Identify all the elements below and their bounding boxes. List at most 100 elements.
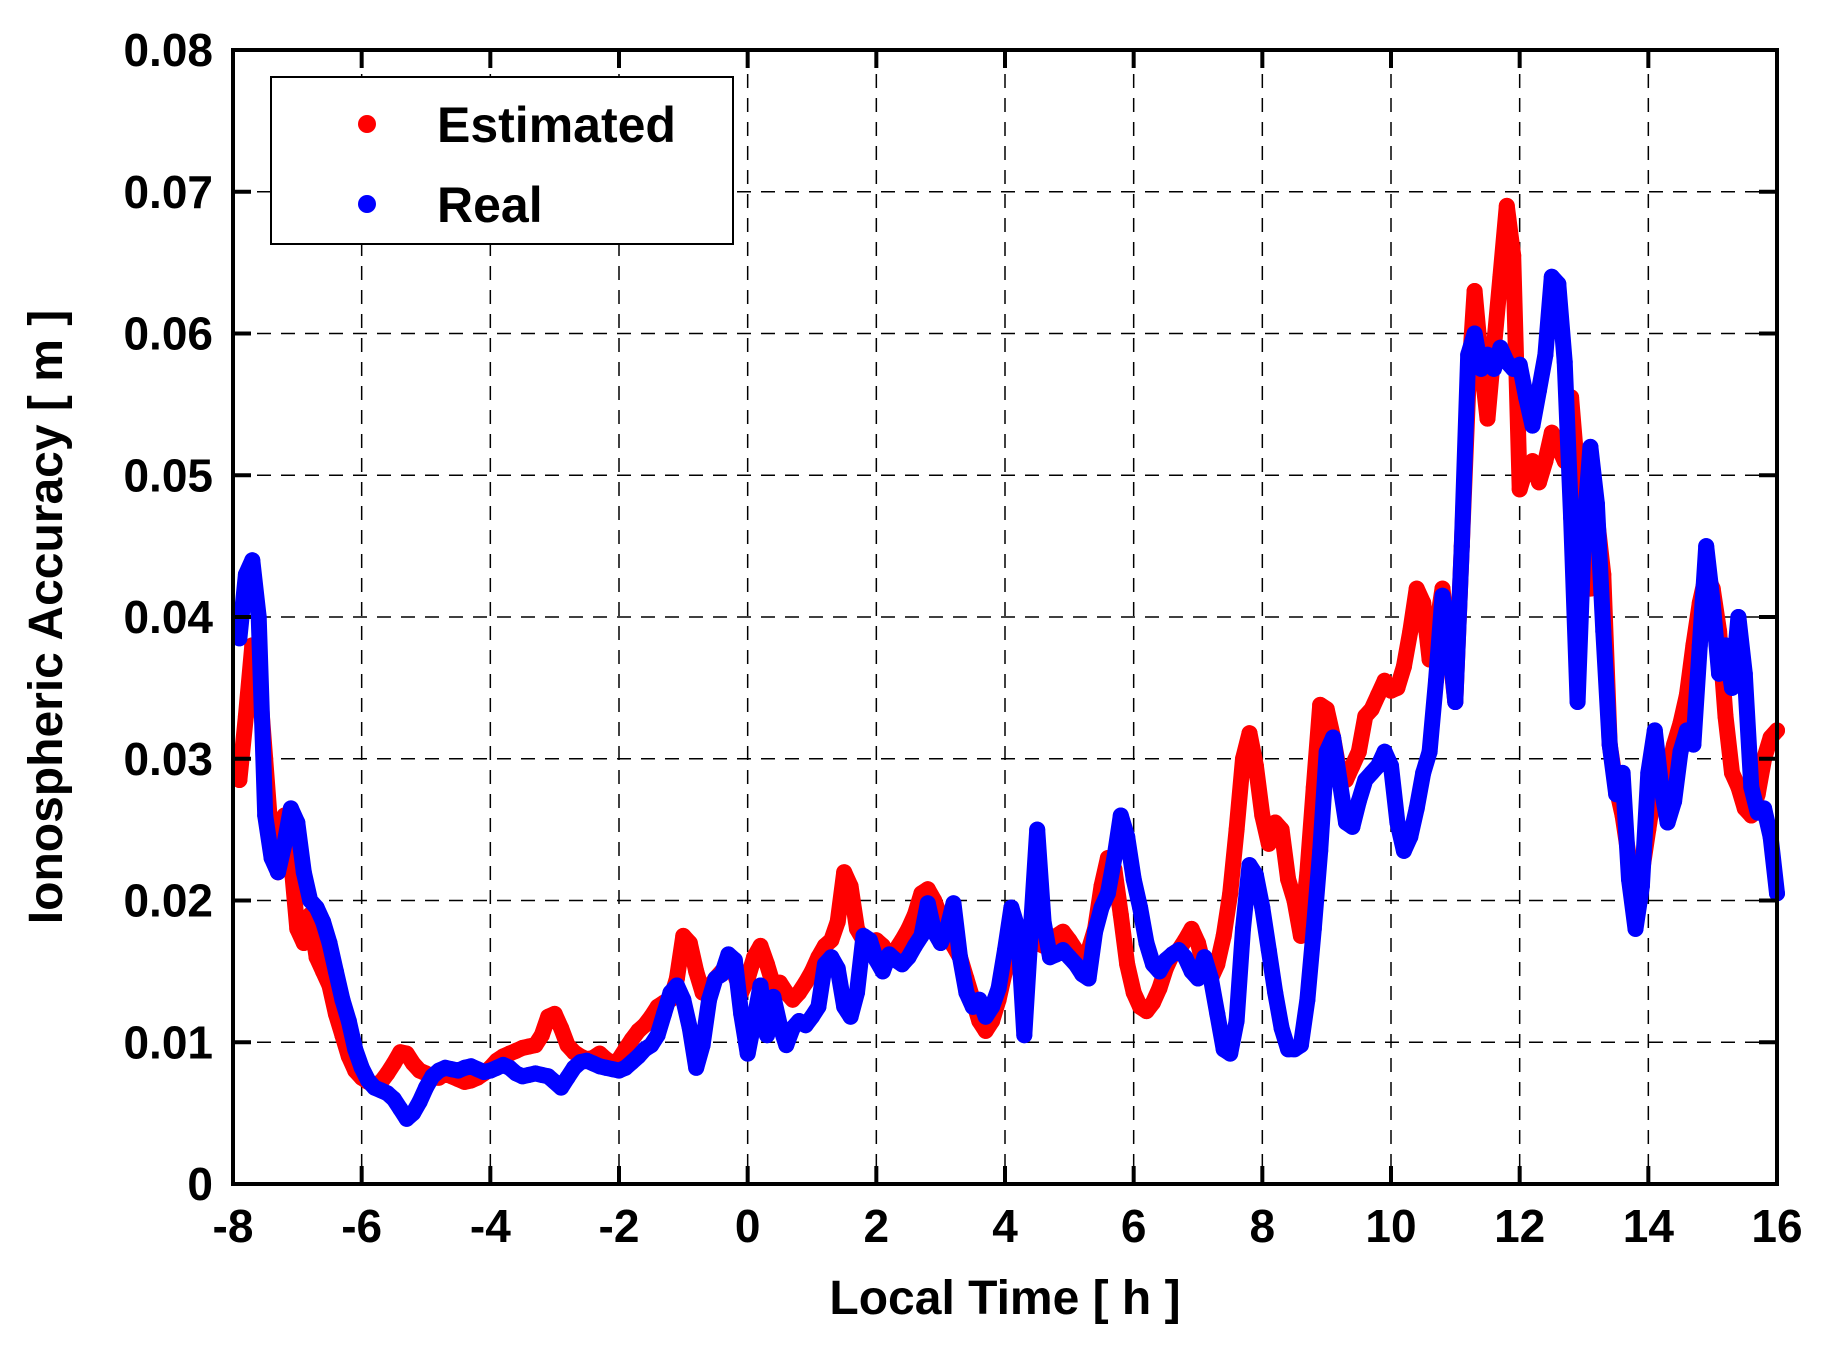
data-point bbox=[1453, 538, 1470, 555]
data-point bbox=[1724, 764, 1740, 781]
data-point bbox=[231, 772, 248, 788]
data-point bbox=[1132, 899, 1149, 916]
data-point bbox=[1009, 920, 1026, 937]
series-real bbox=[231, 268, 1785, 1127]
data-point bbox=[1724, 679, 1740, 696]
data-point bbox=[1190, 935, 1206, 951]
data-point bbox=[1576, 524, 1592, 540]
data-point bbox=[1247, 757, 1264, 774]
x-tick-label: 0 bbox=[735, 1200, 761, 1252]
data-point bbox=[913, 927, 930, 944]
y-axis-title: Ionospheric Accuracy [ m ] bbox=[20, 310, 73, 924]
x-tick-label: 6 bbox=[1121, 1200, 1147, 1252]
data-point bbox=[1080, 970, 1097, 987]
data-point bbox=[1093, 899, 1110, 916]
data-point bbox=[1485, 360, 1502, 377]
data-point bbox=[1106, 850, 1123, 866]
data-point bbox=[1344, 757, 1361, 774]
data-point bbox=[1569, 694, 1586, 710]
data-point bbox=[829, 913, 846, 930]
data-point bbox=[1312, 842, 1329, 859]
data-point bbox=[649, 1027, 666, 1044]
data-point bbox=[1511, 481, 1528, 498]
y-tick-label: 0.07 bbox=[123, 166, 213, 218]
data-point bbox=[688, 1059, 705, 1076]
data-point bbox=[1466, 283, 1483, 299]
data-point bbox=[1305, 920, 1322, 937]
data-point bbox=[1035, 913, 1052, 930]
data-point bbox=[1408, 800, 1425, 817]
data-point bbox=[1145, 994, 1161, 1011]
data-point bbox=[1280, 871, 1297, 888]
data-point bbox=[295, 864, 312, 881]
data-point bbox=[1318, 743, 1335, 760]
data-point bbox=[778, 1037, 795, 1054]
data-point bbox=[1222, 1045, 1239, 1062]
data-point bbox=[765, 988, 782, 1005]
y-tick-label: 0.05 bbox=[123, 449, 213, 501]
data-point bbox=[553, 1020, 570, 1037]
data-point bbox=[1395, 658, 1412, 675]
data-point bbox=[334, 991, 351, 1008]
data-point bbox=[1704, 594, 1721, 611]
data-point bbox=[823, 932, 840, 949]
data-point bbox=[1228, 821, 1245, 838]
data-point bbox=[1370, 687, 1387, 703]
data-point bbox=[752, 937, 769, 954]
x-tick-label: 16 bbox=[1751, 1200, 1802, 1252]
data-point bbox=[849, 984, 865, 1001]
data-point bbox=[900, 920, 917, 937]
data-point bbox=[1588, 495, 1605, 512]
data-point bbox=[997, 942, 1013, 959]
series-layer bbox=[231, 197, 1785, 1127]
data-point bbox=[874, 963, 891, 980]
data-point bbox=[1756, 800, 1773, 817]
data-point bbox=[1125, 871, 1142, 888]
data-point bbox=[1633, 878, 1650, 895]
data-point bbox=[675, 991, 692, 1008]
data-point bbox=[1286, 892, 1303, 909]
data-point bbox=[681, 935, 698, 951]
legend-marker-estimated bbox=[358, 115, 376, 133]
legend-marker-real bbox=[358, 195, 376, 213]
data-point bbox=[1415, 764, 1432, 781]
data-point bbox=[1730, 609, 1747, 625]
data-point bbox=[701, 991, 718, 1008]
data-point bbox=[533, 1027, 550, 1044]
data-point bbox=[321, 935, 338, 951]
data-point bbox=[1711, 665, 1728, 682]
data-point bbox=[688, 963, 705, 980]
data-point bbox=[1614, 764, 1631, 781]
data-point bbox=[1325, 729, 1342, 746]
data-point bbox=[1344, 818, 1361, 835]
data-point bbox=[1260, 835, 1277, 852]
data-point bbox=[340, 1013, 357, 1029]
data-point bbox=[1183, 920, 1200, 937]
data-point bbox=[1299, 991, 1316, 1008]
y-tick-label: 0.06 bbox=[123, 308, 213, 360]
data-point bbox=[1202, 970, 1219, 987]
data-point bbox=[1389, 814, 1406, 831]
data-point bbox=[1743, 779, 1760, 796]
data-point bbox=[1479, 346, 1496, 363]
data-point bbox=[347, 1041, 364, 1058]
data-point bbox=[1543, 424, 1560, 441]
data-point bbox=[308, 949, 325, 966]
data-point bbox=[1292, 1037, 1309, 1054]
data-point bbox=[694, 1037, 711, 1054]
data-point bbox=[952, 949, 968, 966]
data-point bbox=[1273, 821, 1290, 838]
data-point bbox=[289, 920, 306, 937]
data-point bbox=[752, 977, 769, 994]
y-tick-label: 0.01 bbox=[123, 1016, 213, 1068]
legend: Estimated Real bbox=[270, 76, 734, 245]
data-point bbox=[1119, 956, 1136, 973]
data-point bbox=[1151, 980, 1168, 997]
data-point bbox=[1402, 828, 1419, 845]
data-point bbox=[1395, 842, 1412, 859]
data-point bbox=[1511, 356, 1528, 373]
data-point bbox=[315, 913, 332, 930]
data-point bbox=[1003, 899, 1020, 916]
data-point bbox=[1621, 871, 1637, 888]
